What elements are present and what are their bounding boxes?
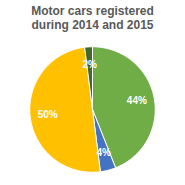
svg-text:4%: 4%: [97, 147, 112, 158]
html-text:Motor cars registered during 2: Motor cars registered during 2014 and 20…: [31, 4, 154, 32]
svg-text:2%: 2%: [82, 59, 97, 70]
svg-text:44%: 44%: [127, 95, 147, 106]
svg-text:50%: 50%: [38, 109, 58, 120]
